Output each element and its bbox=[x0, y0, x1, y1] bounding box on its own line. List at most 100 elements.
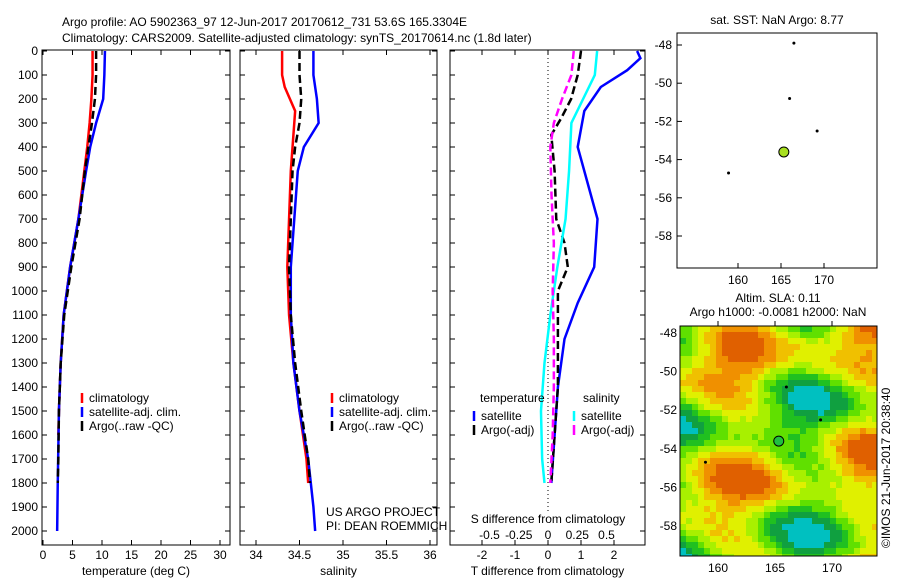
sla-cell bbox=[680, 536, 686, 542]
sla-cell bbox=[734, 434, 740, 440]
sla-cell bbox=[680, 368, 686, 374]
sla-cell bbox=[746, 392, 752, 398]
sla-cell bbox=[866, 548, 872, 554]
sla-map-title1: Altim. SLA: 0.11 bbox=[735, 291, 820, 305]
sla-cell bbox=[734, 470, 740, 476]
sla-cell bbox=[728, 488, 734, 494]
sla-cell bbox=[704, 392, 710, 398]
sla-cell bbox=[812, 410, 818, 416]
legend-label: Argo(..raw -QC) bbox=[89, 419, 174, 433]
sla-cell bbox=[836, 422, 842, 428]
sla-cell bbox=[704, 548, 710, 554]
sla-cell bbox=[686, 422, 692, 428]
sla-cell bbox=[812, 500, 818, 506]
sla-cell bbox=[728, 428, 734, 434]
sla-cell bbox=[848, 398, 854, 404]
sla-cell bbox=[824, 446, 830, 452]
sla-cell bbox=[686, 362, 692, 368]
sla-cell bbox=[776, 464, 782, 470]
sla-cell bbox=[782, 422, 788, 428]
sla-cell bbox=[782, 440, 788, 446]
sla-cell bbox=[692, 506, 698, 512]
sst-map-frame bbox=[676, 32, 878, 269]
sla-cell bbox=[830, 410, 836, 416]
sla-cell bbox=[734, 398, 740, 404]
sla-cell bbox=[788, 434, 794, 440]
sla-cell bbox=[758, 338, 764, 344]
sla-cell bbox=[770, 536, 776, 542]
sla-cell bbox=[794, 530, 800, 536]
sla-cell bbox=[800, 506, 806, 512]
sla-cell bbox=[722, 446, 728, 452]
sla-cell bbox=[740, 386, 746, 392]
sla-cell bbox=[686, 332, 692, 338]
sla-cell bbox=[752, 344, 758, 350]
sla-cell bbox=[782, 356, 788, 362]
sla-cell bbox=[728, 326, 734, 332]
sla-cell bbox=[728, 440, 734, 446]
x-tick-label: 2 bbox=[611, 548, 618, 562]
sla-cell bbox=[800, 464, 806, 470]
sla-cell bbox=[788, 410, 794, 416]
sla-cell bbox=[836, 434, 842, 440]
sla-cell bbox=[722, 452, 728, 458]
sla-cell bbox=[854, 434, 860, 440]
sla-cell bbox=[818, 350, 824, 356]
sla-cell bbox=[716, 554, 722, 556]
sla-cell bbox=[788, 404, 794, 410]
sla-cell bbox=[770, 392, 776, 398]
sla-cell bbox=[866, 524, 872, 530]
sla-cell bbox=[818, 548, 824, 554]
sla-cell bbox=[812, 494, 818, 500]
sla-cell bbox=[866, 464, 872, 470]
sla-cell bbox=[740, 410, 746, 416]
sla-cell bbox=[680, 392, 686, 398]
sla-cell bbox=[818, 554, 824, 556]
sla-cell bbox=[722, 434, 728, 440]
sla-cell bbox=[770, 464, 776, 470]
sla-cell bbox=[770, 374, 776, 380]
sla-cell bbox=[866, 536, 872, 542]
sla-cell bbox=[800, 356, 806, 362]
sla-cell bbox=[728, 392, 734, 398]
sla-cell bbox=[836, 386, 842, 392]
y-tick-label: 200 bbox=[18, 92, 38, 106]
sla-cell bbox=[848, 386, 854, 392]
sla-cell bbox=[740, 338, 746, 344]
sla-cell bbox=[872, 386, 877, 392]
s-tick-label: 0 bbox=[545, 528, 552, 542]
sla-cell bbox=[806, 362, 812, 368]
sla-cell bbox=[866, 356, 872, 362]
sla-cell bbox=[686, 338, 692, 344]
sla-cell bbox=[746, 428, 752, 434]
sla-cell bbox=[680, 380, 686, 386]
sla-cell bbox=[866, 410, 872, 416]
sla-cell bbox=[764, 446, 770, 452]
sla-cell bbox=[866, 416, 872, 422]
sla-cell bbox=[788, 416, 794, 422]
sla-cell bbox=[800, 524, 806, 530]
sla-cell bbox=[734, 428, 740, 434]
sla-cell bbox=[734, 530, 740, 536]
sla-cell bbox=[848, 326, 854, 332]
sla-cell bbox=[770, 458, 776, 464]
sla-cell bbox=[758, 542, 764, 548]
sla-cell bbox=[770, 380, 776, 386]
y-tick-label: 1000 bbox=[11, 284, 38, 298]
sla-cell bbox=[680, 452, 686, 458]
sla-cell bbox=[680, 362, 686, 368]
x-tick-label: 0 bbox=[40, 548, 47, 562]
sla-cell bbox=[812, 380, 818, 386]
sla-cell bbox=[698, 542, 704, 548]
sla-cell bbox=[770, 488, 776, 494]
sla-cell bbox=[800, 446, 806, 452]
sla-cell bbox=[860, 500, 866, 506]
sla-cell bbox=[746, 476, 752, 482]
sla-cell bbox=[824, 422, 830, 428]
sla-cell bbox=[686, 542, 692, 548]
sla-cell bbox=[776, 380, 782, 386]
sla-cell bbox=[686, 506, 692, 512]
sla-cell bbox=[692, 488, 698, 494]
sla-cell bbox=[854, 428, 860, 434]
sla-cell bbox=[704, 452, 710, 458]
